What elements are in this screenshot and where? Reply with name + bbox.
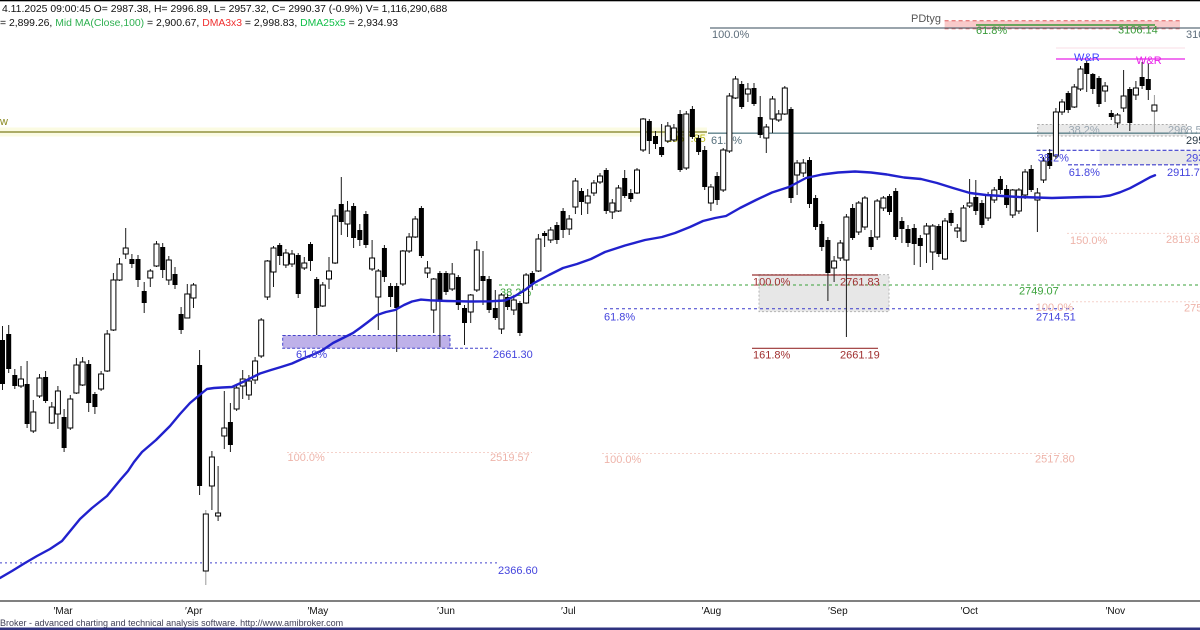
svg-text:38.2%: 38.2% — [1038, 153, 1069, 165]
svg-text:4.11.2025 09:00:45 O= 2987.38,: 4.11.2025 09:00:45 O= 2987.38, H= 2996.8… — [2, 4, 448, 15]
svg-text:′Mar: ′Mar — [54, 606, 74, 617]
svg-text:2911.75: 2911.75 — [1167, 167, 1200, 179]
svg-text:161.8%: 161.8% — [753, 350, 791, 362]
svg-text:2761.83: 2761.83 — [840, 277, 880, 289]
svg-text:38.2%: 38.2% — [1069, 125, 1100, 137]
svg-text:′Oct: ′Oct — [961, 606, 979, 617]
svg-text:100.0%: 100.0% — [712, 29, 750, 41]
svg-text:2366.60: 2366.60 — [498, 565, 538, 577]
svg-text:w: w — [0, 116, 8, 128]
svg-text:2933: 2933 — [1186, 153, 1200, 165]
svg-text:61.8%: 61.8% — [296, 349, 327, 361]
svg-text:61.8%: 61.8% — [604, 312, 635, 324]
svg-text:100.0%: 100.0% — [288, 452, 326, 464]
svg-text:2714.51: 2714.51 — [1036, 312, 1076, 324]
svg-text:′Jun: ′Jun — [437, 606, 455, 617]
svg-text:2755: 2755 — [1184, 303, 1200, 315]
svg-text:PDtyg: PDtyg — [911, 13, 941, 25]
svg-text:= 2,899.26, Mid MA(Close,100): = 2,899.26, Mid MA(Close,100) = 2,900.67… — [0, 18, 398, 29]
svg-text:2519.57: 2519.57 — [490, 452, 530, 464]
svg-text:2661.19: 2661.19 — [840, 350, 880, 362]
svg-text:2749.07: 2749.07 — [1019, 286, 1059, 298]
svg-text:61.8%: 61.8% — [1069, 167, 1100, 179]
svg-text:2968.58: 2968.58 — [1168, 125, 1200, 137]
svg-text:61.8%: 61.8% — [976, 25, 1007, 37]
svg-text:2517.80: 2517.80 — [1035, 454, 1075, 466]
svg-text:′Jul: ′Jul — [561, 606, 576, 617]
svg-text:′Apr: ′Apr — [185, 606, 203, 617]
svg-text:′Nov: ′Nov — [1106, 606, 1126, 617]
svg-text:Broker - advanced charting and: Broker - advanced charting and technical… — [0, 618, 343, 628]
svg-text:2950: 2950 — [1186, 135, 1200, 147]
svg-text:100.0%: 100.0% — [604, 454, 642, 466]
svg-text:3106.14: 3106.14 — [1186, 29, 1200, 41]
svg-text:2661.30: 2661.30 — [493, 349, 533, 361]
svg-text:W&R: W&R — [1074, 52, 1100, 64]
svg-text:′Aug: ′Aug — [702, 606, 722, 617]
svg-text:2819.88: 2819.88 — [1166, 234, 1200, 246]
svg-text:100.0%: 100.0% — [1036, 302, 1074, 314]
svg-text:3106.14: 3106.14 — [1118, 25, 1158, 37]
svg-text:150.0%: 150.0% — [1070, 235, 1108, 247]
svg-text:W&R: W&R — [1136, 55, 1162, 67]
svg-text:′May: ′May — [308, 606, 329, 617]
svg-text:100.0%: 100.0% — [753, 277, 791, 289]
svg-text:′Sep: ′Sep — [828, 606, 848, 617]
